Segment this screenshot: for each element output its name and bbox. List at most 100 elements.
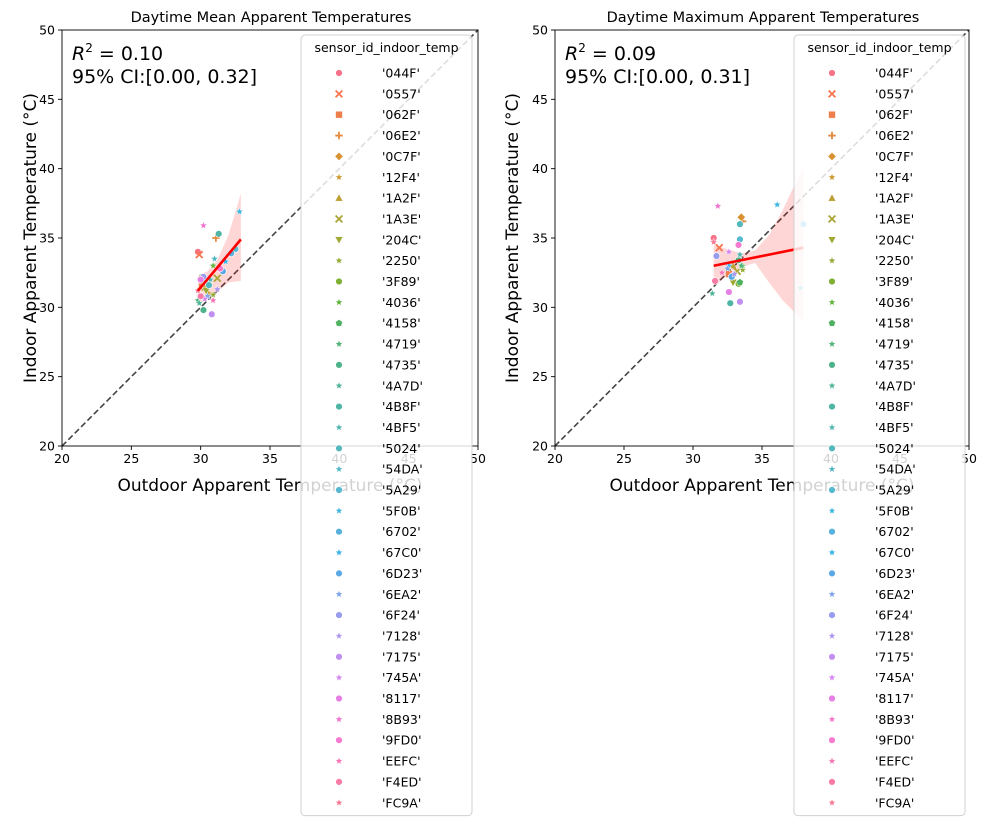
panel-max-regression-line — [713, 246, 804, 268]
panel-mean-legend-label-28: '7175' — [382, 649, 421, 664]
panel-max-ytick-label-4: 40 — [532, 161, 548, 176]
panel-max-legend-label-5: '12F4' — [875, 170, 913, 185]
panel-max-ytick-label-1: 25 — [532, 369, 548, 384]
panel-mean-legend-marker-3 — [335, 131, 343, 140]
panel-max-legend-marker-34 — [828, 778, 836, 786]
panel-max-legend-marker-12 — [828, 319, 836, 327]
panel-mean-r2-value: 0.10 — [121, 43, 163, 65]
panel-max-ylabel: Indoor Apparent Temperature (°C) — [503, 93, 523, 383]
panel-max-legend-marker-15 — [827, 381, 837, 390]
panel-mean-legend-marker-5 — [334, 172, 344, 181]
panel-mean-legend-marker-29 — [334, 673, 344, 682]
panel-mean-legend-marker-22 — [335, 527, 343, 536]
panel-max-point-21 — [772, 200, 782, 209]
panel-mean-legend-marker-23 — [334, 548, 344, 557]
panel-max-legend-label-10: '3F89' — [875, 274, 913, 289]
panel-max-point-27 — [730, 269, 739, 278]
panel-mean-xtick-label-2: 30 — [193, 451, 209, 466]
panel-max-legend-marker-2 — [828, 111, 836, 119]
panel-mean-ytick-label-6: 50 — [39, 23, 55, 38]
panel-mean-legend-label-19: '54DA' — [382, 462, 423, 477]
panel-max-legend-marker-29 — [827, 673, 837, 682]
panel-mean-point-18 — [205, 281, 213, 289]
panel-max-point-33 — [717, 268, 727, 277]
panel-max-legend-label-27: '7128' — [875, 628, 914, 643]
panel-mean-legend-marker-10 — [335, 277, 343, 286]
panel-mean-legend-marker-26 — [335, 611, 343, 619]
panel-max-legend-label-2: '062F' — [875, 107, 913, 122]
panel-max-legend-marker-35 — [827, 798, 837, 807]
panel-max-point-13 — [737, 261, 746, 270]
panel-max-point-28 — [736, 298, 744, 306]
panel-mean-legend-marker-30 — [335, 694, 343, 703]
panel-mean-legend-marker-12 — [335, 319, 343, 327]
panel-max-point-16 — [726, 299, 734, 307]
panel-max-title: Daytime Maximum Apparent Temperatures — [607, 10, 920, 26]
panel-mean-legend-title: sensor_id_indoor_temp — [314, 40, 458, 55]
panel-mean-legend-label-23: '67C0' — [382, 545, 421, 560]
panel-mean-legend-label-17: '4BF5' — [382, 420, 421, 435]
panel-max-legend-marker-7 — [827, 214, 837, 223]
panel-max-legend-label-3: '06E2' — [875, 128, 914, 143]
panel-max-xtick-label-2: 30 — [685, 451, 701, 466]
panel-mean-xtick-label-0: 20 — [54, 451, 70, 466]
panel-max-legend-label-34: 'F4ED' — [875, 774, 915, 789]
panel-max-legend-marker-18 — [828, 444, 836, 452]
panel-max-ytick-label-6: 50 — [532, 23, 548, 38]
panel-mean-legend-label-29: '745A' — [382, 670, 421, 685]
panel-mean-point-19 — [210, 254, 219, 263]
panel-max-point-25 — [723, 264, 732, 273]
panel-mean-legend: sensor_id_indoor_temp '044F' '0557' '062F' '… — [300, 34, 473, 817]
panel-max-legend-label-13: '4719' — [875, 337, 914, 352]
panel-max-legend-marker-1 — [827, 89, 837, 98]
panel-max-legend-marker-14 — [828, 361, 836, 369]
panel-max-legend-label-29: '745A' — [875, 670, 914, 685]
panel-max-legend-marker-32 — [828, 736, 836, 744]
panel-mean-legend-label-6: '1A2F' — [382, 191, 421, 206]
panel-mean-legend-marker-31 — [334, 714, 344, 723]
panel-mean-legend-marker-21 — [334, 506, 344, 515]
panel-max-legend-marker-25 — [827, 589, 837, 598]
panel-mean-point-28 — [208, 310, 216, 318]
panel-mean-ytick-label-2: 30 — [39, 300, 55, 315]
panel-mean-ytick-label-1: 25 — [39, 369, 55, 384]
panel-max-legend-label-21: '5F0B' — [875, 503, 914, 518]
panel-mean-legend-marker-2 — [335, 111, 343, 119]
panel-max-legend-marker-11 — [827, 297, 837, 306]
panel-max-legend-marker-30 — [828, 694, 836, 703]
panel-mean-point-33 — [208, 295, 218, 305]
panel-mean-legend-label-16: '4B8F' — [382, 399, 421, 414]
panel-max-legend-label-30: '8117' — [875, 691, 914, 706]
panel-max-point-32 — [734, 241, 743, 249]
panel-max-legend-marker-10 — [828, 277, 836, 286]
panel-mean-legend-marker-32 — [335, 736, 343, 744]
panel-mean-ytick-label-3: 35 — [39, 231, 55, 246]
panel-max-legend-box — [793, 34, 966, 817]
panel-mean-title: Daytime Mean Apparent Temperatures — [131, 10, 412, 26]
panel-max-legend-label-22: '6702' — [875, 524, 914, 539]
panel-max-legend-marker-21 — [827, 506, 837, 515]
panel-mean-legend-label-11: '4036' — [382, 295, 421, 310]
panel-mean-legend-label-25: '6EA2' — [382, 587, 421, 602]
panel-max-legend-marker-27 — [827, 631, 837, 640]
panel-mean-legend-marker-0 — [335, 69, 343, 77]
panel-mean-legend-label-20: '5A29' — [382, 483, 421, 498]
panel-max-legend-label-0: '044F' — [875, 66, 913, 81]
panel-mean-legend-label-8: '204C' — [382, 232, 421, 247]
panel-max-legend-marker-17 — [827, 422, 837, 432]
panel-mean-legend-marker-19 — [334, 464, 344, 473]
panel-mean-legend-label-26: '6F24' — [382, 608, 420, 623]
panel-mean-point-14 — [199, 306, 208, 314]
panel-max-point-34 — [711, 277, 719, 285]
panel-mean-legend-marker-18 — [335, 444, 343, 452]
panel-mean-legend-box — [300, 34, 473, 817]
panel-max-legend-marker-8 — [827, 236, 837, 245]
panel-mean-legend-marker-34 — [335, 778, 343, 786]
panel-mean-legend-label-21: '5F0B' — [382, 503, 421, 518]
panel-max-legend-marker-13 — [827, 339, 837, 348]
panel-max-legend-marker-24 — [828, 569, 836, 578]
panel-max-legend-label-35: 'FC9A' — [875, 795, 914, 810]
panel-mean-legend-label-22: '6702' — [382, 524, 421, 539]
panel-mean-legend-marker-24 — [335, 569, 343, 578]
panel-mean-point-34 — [196, 292, 205, 300]
